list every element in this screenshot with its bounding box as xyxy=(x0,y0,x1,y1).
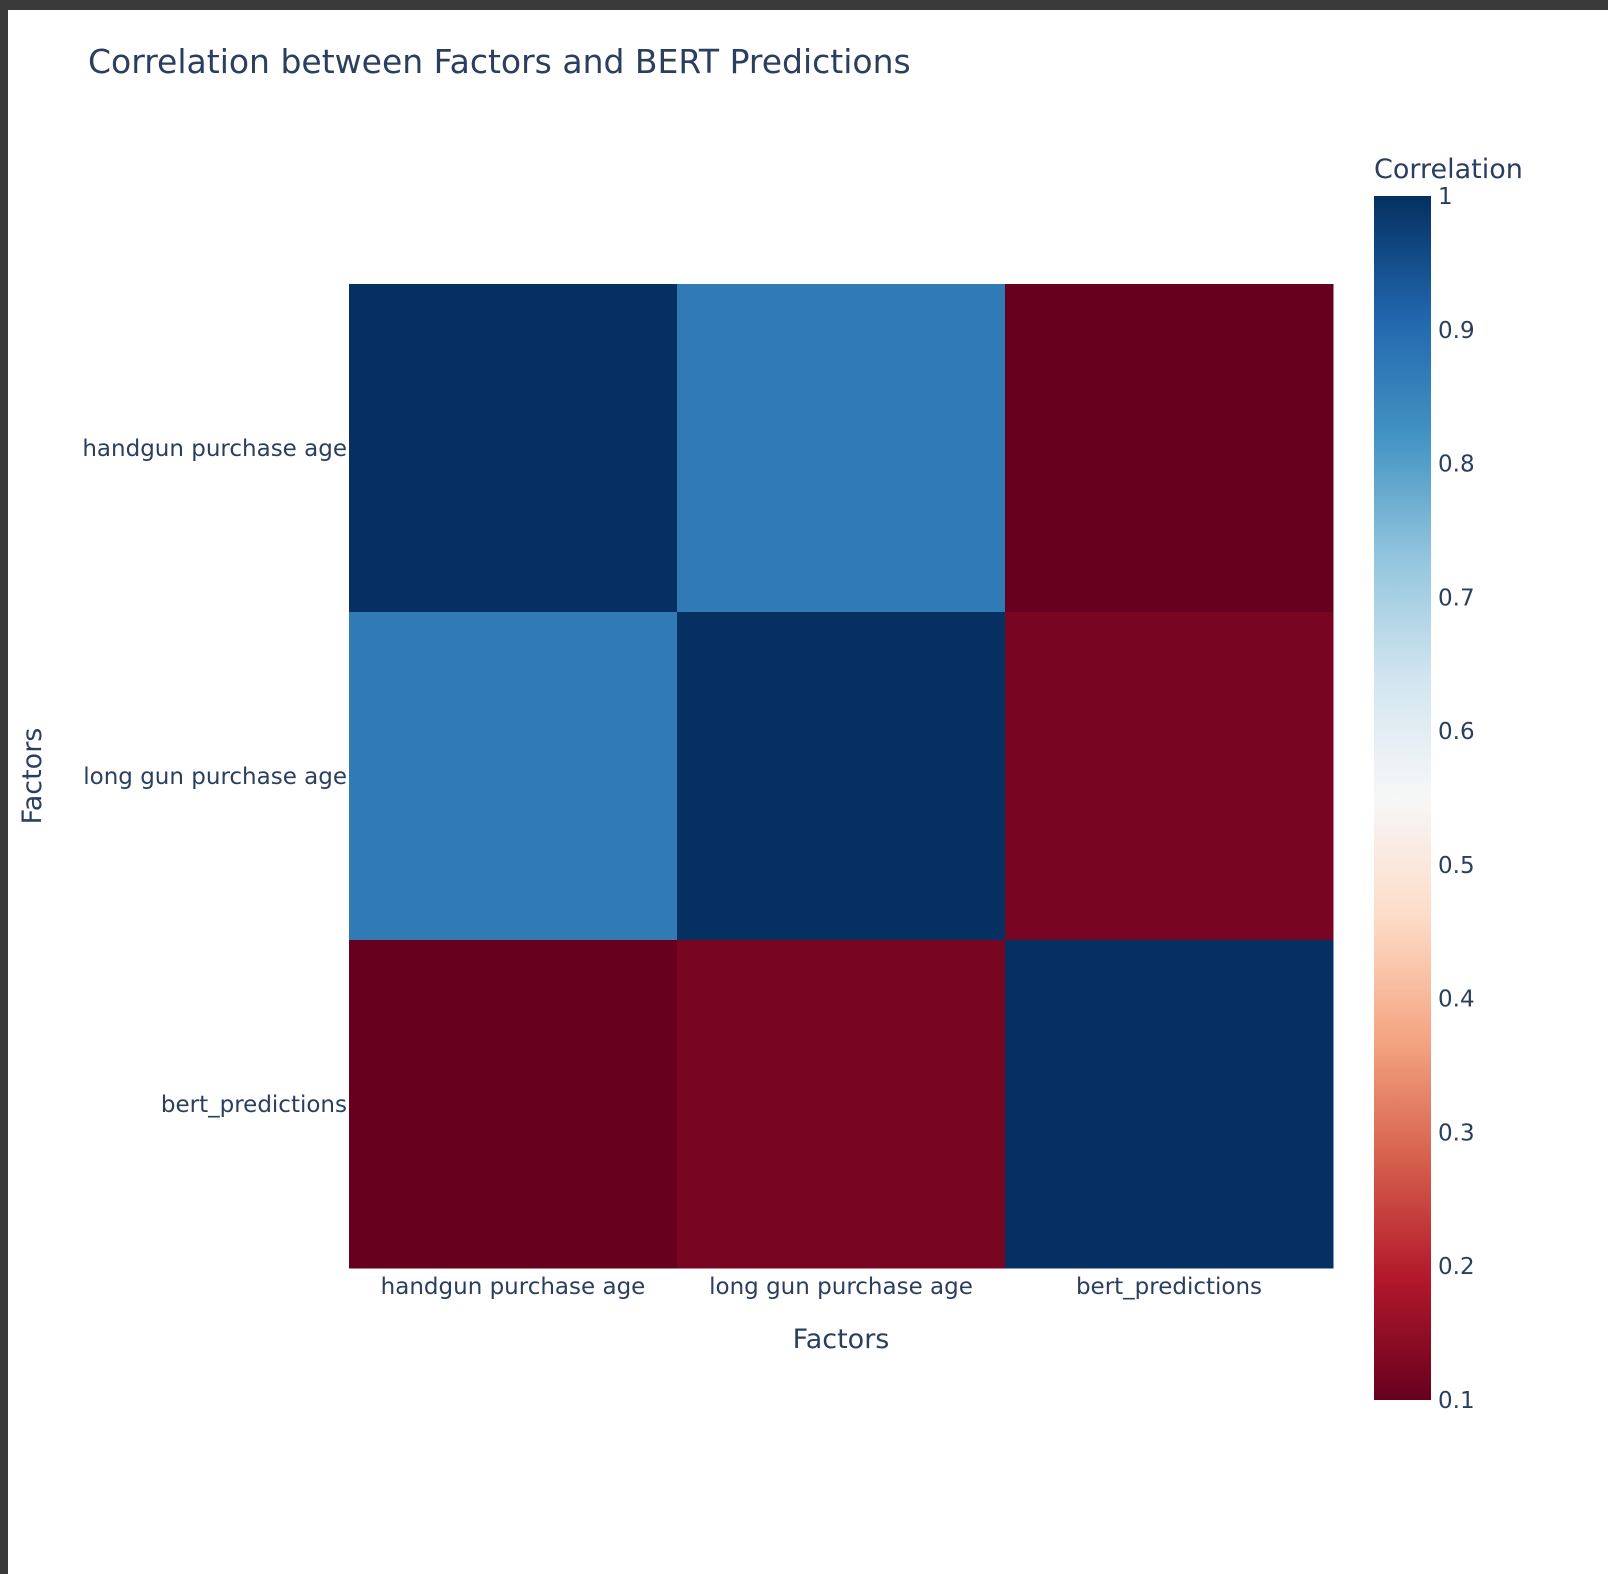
colorbar-tick-label: 0.8 xyxy=(1438,452,1475,478)
colorbar xyxy=(1374,196,1431,1400)
colorbar-tick-label: 0.1 xyxy=(1438,1388,1475,1414)
colorbar-tick-label: 0.5 xyxy=(1438,853,1475,879)
heatmap-cell xyxy=(1005,940,1334,1269)
colorbar-tick-label: 0.3 xyxy=(1438,1120,1475,1146)
heatmap-cell xyxy=(677,612,1006,941)
heatmap-chart: Correlation between Factors and BERT Pre… xyxy=(17,42,1523,1414)
x-tick-label: bert_predictions xyxy=(1076,1274,1262,1300)
chart-frame: Correlation between Factors and BERT Pre… xyxy=(8,10,1608,1574)
y-axis-ticks: handgun purchase age long gun purchase ag… xyxy=(82,436,347,1118)
x-axis-ticks: handgun purchase age long gun purchase ag… xyxy=(381,1274,1262,1300)
colorbar-tick-label: 0.2 xyxy=(1438,1254,1475,1280)
y-tick-label: bert_predictions xyxy=(161,1092,347,1118)
heatmap-cell xyxy=(1005,284,1334,613)
heatmap-cells xyxy=(349,284,1334,1269)
heatmap-cell xyxy=(349,940,678,1269)
x-axis-title: Factors xyxy=(793,1324,890,1355)
heatmap-cell xyxy=(677,284,1006,613)
heatmap-cell xyxy=(349,284,678,613)
y-tick-label: handgun purchase age xyxy=(82,436,347,462)
heatmap-cell xyxy=(677,940,1006,1269)
colorbar-tick-label: 0.9 xyxy=(1438,318,1475,344)
heatmap-cell xyxy=(1005,612,1334,941)
colorbar-tick-label: 1 xyxy=(1438,184,1453,210)
chart-title: Correlation between Factors and BERT Pre… xyxy=(88,42,911,81)
colorbar-ticks: 1 0.9 0.8 0.7 0.6 0.5 0.4 0.3 0.2 0.1 xyxy=(1438,184,1475,1414)
colorbar-tick-label: 0.4 xyxy=(1438,987,1475,1013)
colorbar-tick-label: 0.6 xyxy=(1438,719,1475,745)
colorbar-tick-label: 0.7 xyxy=(1438,585,1475,611)
y-tick-label: long gun purchase age xyxy=(83,764,347,790)
x-tick-label: long gun purchase age xyxy=(709,1274,973,1300)
y-axis-title: Factors xyxy=(17,728,48,825)
x-tick-label: handgun purchase age xyxy=(381,1274,646,1300)
colorbar-title: Correlation xyxy=(1374,154,1523,185)
heatmap-cell xyxy=(349,612,678,941)
